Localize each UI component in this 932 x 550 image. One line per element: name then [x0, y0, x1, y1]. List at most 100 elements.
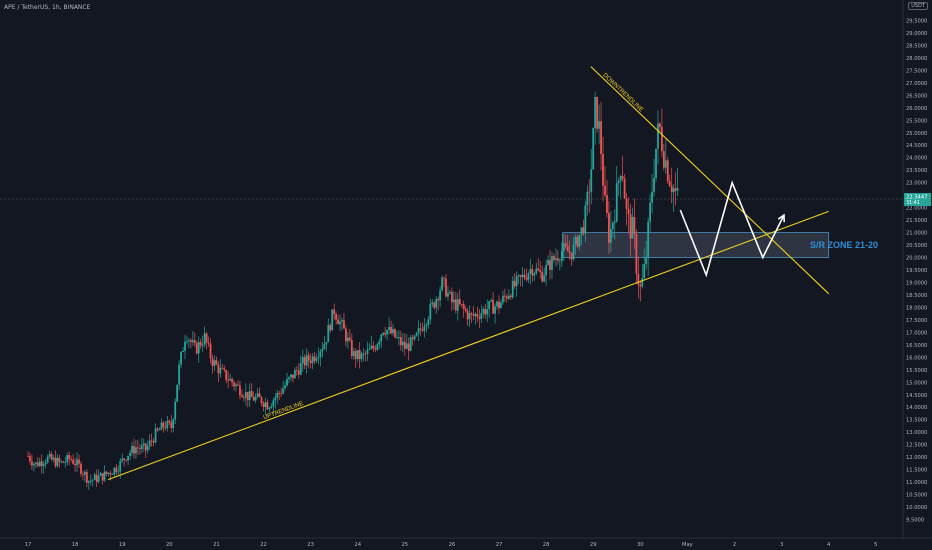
candle-body — [464, 308, 467, 311]
candle-body — [66, 454, 69, 463]
y-tick-label: 27.5000 — [906, 68, 927, 74]
currency-badge[interactable]: USDT — [908, 2, 928, 10]
candle-body — [235, 384, 237, 387]
y-tick-label: 24.5000 — [906, 143, 927, 149]
candle-body — [345, 328, 347, 342]
candle-body — [484, 308, 487, 315]
candle-body — [46, 456, 49, 463]
candle-body — [417, 328, 420, 334]
y-tick-label: 9.5000 — [906, 518, 924, 524]
candle-body — [170, 422, 173, 429]
candle-body — [590, 169, 593, 192]
candle-body — [517, 275, 520, 277]
candle-body — [172, 419, 175, 429]
candle-body — [162, 422, 165, 428]
x-tick-label: 5 — [874, 542, 877, 548]
candle-body — [343, 320, 345, 329]
candle-body — [398, 337, 400, 338]
y-tick-label: 28.5000 — [906, 43, 927, 49]
candle-body — [531, 268, 534, 276]
candle-body — [260, 397, 263, 404]
candle-body — [197, 342, 200, 354]
candle-body — [354, 350, 357, 359]
candle-body — [331, 309, 334, 331]
candle-body — [337, 319, 339, 325]
candle-body — [492, 299, 495, 314]
candle-body — [439, 290, 442, 301]
candle-body — [588, 191, 591, 193]
candle-body — [421, 329, 424, 331]
x-tick-label: 21 — [213, 542, 220, 548]
candle-body — [498, 301, 500, 309]
candle-body — [246, 391, 249, 401]
candle-body — [670, 185, 673, 193]
candle-body — [266, 402, 269, 410]
candle-body — [184, 341, 186, 351]
candle-body — [70, 459, 73, 460]
candle-body — [203, 333, 206, 345]
uptrendline[interactable] — [107, 210, 829, 481]
candle-body — [407, 343, 410, 351]
candle-body — [144, 443, 147, 451]
candle-body — [280, 393, 283, 395]
candle-body — [38, 461, 41, 467]
projection-path[interactable] — [679, 180, 785, 278]
candle-body — [168, 420, 171, 423]
candle-body — [657, 123, 659, 149]
candle-body — [44, 462, 47, 465]
y-tick-label: 11.5000 — [906, 468, 927, 474]
candle-body — [87, 480, 90, 483]
candle-body — [411, 337, 414, 340]
candle-body — [494, 306, 496, 314]
candle-body — [182, 350, 184, 352]
candle-body — [150, 440, 153, 442]
candle-body — [366, 349, 369, 354]
candle-body — [390, 326, 392, 334]
candle-body — [370, 345, 373, 349]
candle-body — [335, 313, 338, 320]
candle-body — [350, 340, 353, 357]
candle-body — [311, 356, 314, 364]
candle-body — [637, 273, 640, 285]
candle-body — [242, 397, 245, 398]
candle-body — [329, 324, 332, 331]
candle-body — [468, 313, 471, 320]
candle-body — [425, 324, 428, 327]
y-tick-label: 28.0000 — [906, 56, 927, 62]
candle-body — [451, 291, 453, 303]
candle-body — [519, 275, 522, 277]
candles-layer — [27, 91, 679, 491]
y-tick-label: 13.5000 — [906, 418, 927, 424]
candle-body — [217, 364, 220, 374]
candle-body — [313, 356, 316, 361]
candle-body — [660, 127, 663, 152]
candle-body — [419, 328, 422, 330]
y-tick-label: 19.5000 — [906, 268, 927, 274]
candle-body — [186, 341, 188, 343]
candle-body — [50, 453, 53, 460]
candle-body — [399, 337, 402, 346]
candle-body — [600, 121, 602, 155]
candle-body — [201, 344, 204, 346]
candle-body — [127, 455, 129, 461]
candle-body — [164, 427, 167, 429]
symbol-title[interactable]: APE / TetherUS, 1h, BINANCE — [4, 4, 91, 11]
candle-body — [423, 326, 426, 331]
sr-zone-layer: S/R ZONE 21-20 — [0, 198, 903, 258]
candle-body — [99, 473, 102, 476]
candle-body — [297, 370, 300, 375]
candle-body — [500, 302, 502, 309]
candle-body — [262, 403, 265, 407]
candle-body — [611, 222, 614, 230]
candle-body — [578, 234, 581, 247]
candle-body — [647, 221, 650, 257]
candle-body — [655, 148, 657, 179]
y-tick-label: 29.0000 — [906, 31, 927, 37]
candle-body — [633, 216, 636, 235]
downtrendline[interactable] — [590, 66, 830, 295]
candle-body — [664, 160, 667, 168]
y-tick-label: 20.0000 — [906, 256, 927, 262]
candle-body — [445, 278, 447, 297]
candle-body — [142, 443, 145, 446]
